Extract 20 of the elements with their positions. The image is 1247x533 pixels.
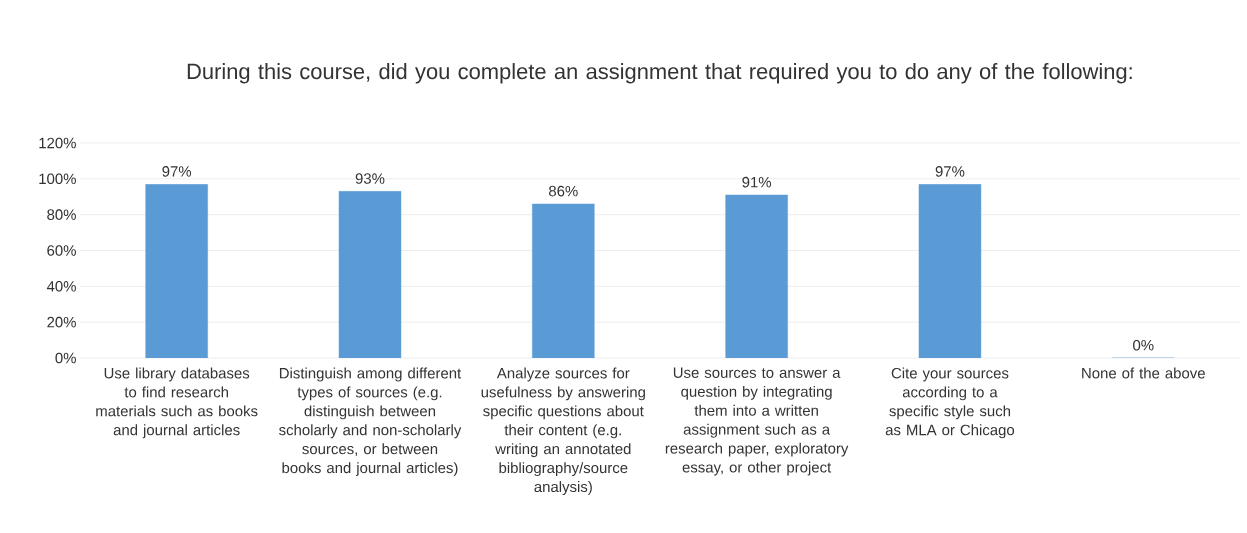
- y-tick-label: 0%: [55, 352, 76, 364]
- y-tick-label: 100%: [39, 173, 76, 185]
- data-label: 91%: [742, 176, 772, 188]
- y-tick-label: 120%: [39, 137, 76, 149]
- data-label: 93%: [355, 173, 385, 184]
- y-tick-label: 40%: [46, 281, 76, 292]
- data-label: 86%: [549, 185, 578, 197]
- x-tick-label: None of the above: [1082, 367, 1205, 379]
- y-tick-label: 80%: [47, 209, 76, 220]
- x-tick-label: Use sources to answer a question by integrating them into a written assignment such as a research paper, exploratory essay, or other project: [665, 367, 849, 476]
- data-label: 97%: [935, 166, 965, 177]
- data-label: 0%: [1133, 339, 1154, 351]
- y-tick-label: 60%: [47, 245, 76, 256]
- x-tick-label: Distinguish among different types of sources (e.g. distinguish between scholarly and non-scholarly sources, or between books and journal articles): [279, 367, 462, 477]
- x-tick-label: Cite your sources according to a specific style such as MLA or Chicago: [885, 367, 1015, 439]
- x-tick-label: Analyze sources for usefulness by answering specific questions about their content (e.g. writing an annotated bibliography/source analysis): [481, 367, 645, 496]
- y-tick-label: 20%: [47, 316, 76, 328]
- data-label: 97%: [162, 166, 192, 177]
- x-tick-label: Use library databases to find research materials such as books and journal articles: [96, 367, 258, 439]
- chart-title: During this course, did you complete an assignment that required you to do any of the following:: [187, 63, 1132, 84]
